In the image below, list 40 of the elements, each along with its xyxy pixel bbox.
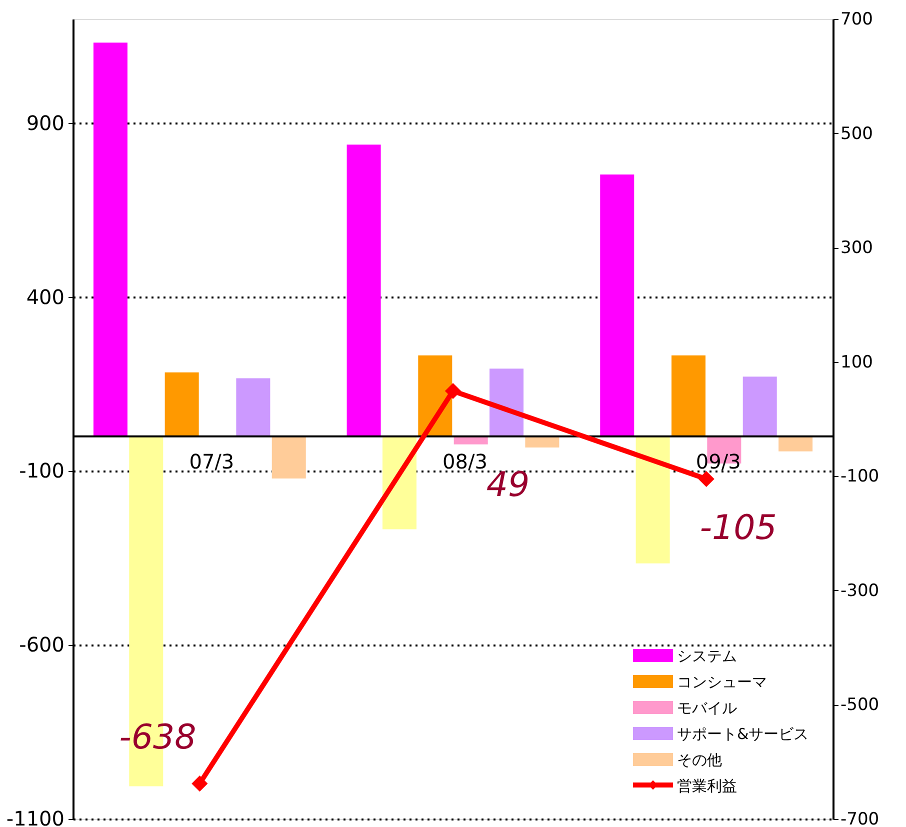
bar (778, 436, 813, 452)
legend-label: その他 (677, 751, 722, 769)
y2-tick-label: 300 (840, 238, 873, 258)
bar (636, 436, 670, 564)
y2-tick-label: 700 (840, 10, 873, 30)
y2-tick-label: -300 (840, 580, 880, 601)
bar (525, 436, 560, 448)
y-tick-label: -1100 (6, 806, 64, 827)
x-tick-label: 07/3 (189, 449, 234, 474)
bar (236, 378, 270, 436)
bar (490, 368, 524, 436)
legend-label: 営業利益 (677, 777, 737, 795)
point (698, 470, 714, 488)
bar (346, 144, 381, 436)
y2-tick-label: 500 (840, 124, 873, 144)
x-tick-label: 08/3 (442, 449, 488, 474)
bar (93, 42, 128, 436)
point (444, 382, 462, 400)
y-tick-label: -600 (19, 632, 64, 657)
y2-tick-label: -500 (840, 695, 880, 716)
bar (671, 355, 706, 436)
y2-tick-label: -100 (840, 466, 880, 487)
point (192, 776, 208, 792)
legend-label: コンシューマ (677, 673, 767, 691)
data-label: -638 (119, 718, 196, 758)
bar (742, 376, 777, 436)
y-tick-label: -100 (19, 458, 64, 483)
legend-label: システム (677, 647, 737, 665)
data-label: -105 (700, 508, 777, 548)
legend-label: サポート&サービス (677, 725, 809, 743)
x-tick-label: 09/3 (696, 449, 741, 474)
legend-label: モバイル (677, 699, 737, 717)
data-label: 49 (486, 465, 530, 505)
y-tick-label: 400 (26, 284, 64, 309)
y2-tick-label: -700 (840, 810, 880, 827)
y-tick-label: 900 (26, 110, 64, 135)
y2-tick-label: 100 (840, 352, 873, 372)
bar (164, 372, 199, 436)
bar (272, 436, 306, 478)
bar (600, 174, 634, 436)
